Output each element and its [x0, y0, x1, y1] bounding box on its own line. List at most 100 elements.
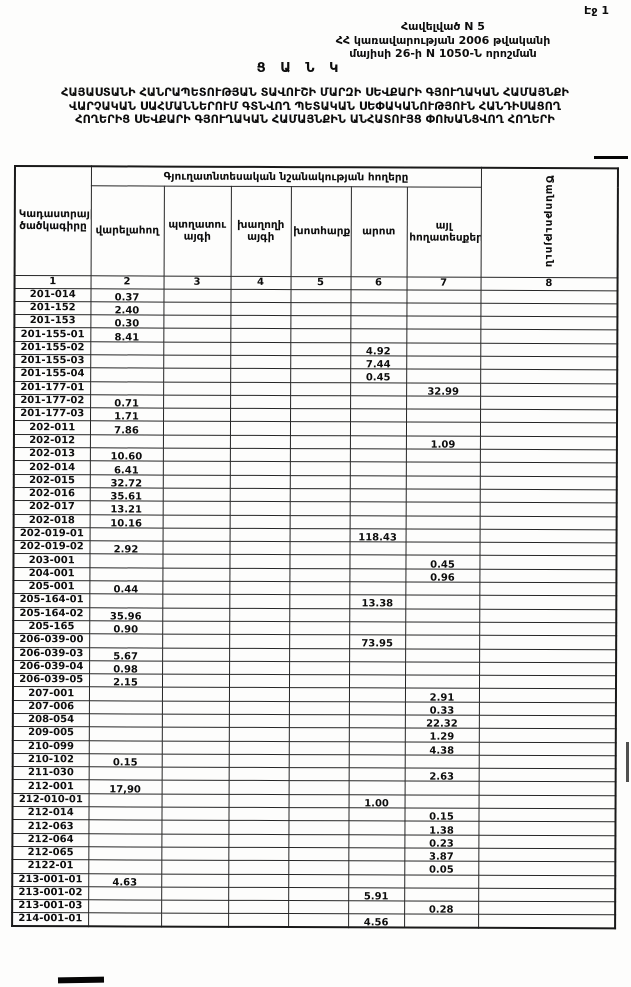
cell-value — [229, 541, 290, 555]
cell-value — [230, 315, 291, 329]
cell-value — [288, 887, 349, 901]
cell-note — [479, 489, 617, 504]
cell-value: 0.71 — [90, 394, 164, 409]
cell-value — [228, 807, 289, 821]
cell-code: 2122-01 — [12, 859, 89, 874]
cell-value — [229, 661, 290, 675]
cell-note — [478, 834, 616, 849]
cell-value: 0.45 — [350, 369, 407, 383]
cell-value: 0.30 — [90, 314, 164, 329]
cell-value — [349, 488, 406, 503]
cell-code: 209-005 — [12, 726, 89, 741]
cell-value — [88, 727, 162, 741]
cell-code: 203-001 — [13, 553, 90, 568]
cell-value — [349, 661, 406, 676]
cell-value — [350, 315, 407, 330]
cell-value — [290, 408, 351, 423]
cell-value — [229, 435, 290, 449]
cell-code: 207-001 — [12, 686, 89, 701]
subtitle-line: ՀՈՂԵՐԻՑ ՍԵՎՔԱՐԻ ԳՅՈՒՂԱԿԱՆ ՀԱՄԱՅՆՔԻՆ ԱՆՀԱ… — [75, 113, 555, 127]
cell-code: 212-064 — [12, 833, 89, 847]
cell-value — [289, 661, 350, 675]
cell-code: 201-155-01 — [14, 327, 91, 342]
cell-note — [479, 675, 617, 690]
cell-value — [163, 288, 231, 303]
cell-value — [88, 806, 162, 821]
cell-value — [349, 555, 406, 569]
cell-value — [161, 847, 229, 861]
cell-value — [289, 594, 350, 609]
cell-value — [404, 781, 479, 796]
cell-code: 204-001 — [13, 567, 90, 581]
cell-value — [230, 302, 291, 316]
cell-note — [478, 755, 616, 770]
cell-value — [230, 342, 291, 356]
cell-value — [348, 754, 405, 769]
cell-value: 0.98 — [89, 660, 163, 675]
note-column-header-label: Ծանոթություն — [542, 174, 556, 268]
cell-value — [348, 834, 405, 848]
cell-value — [228, 727, 289, 742]
cell-value — [405, 595, 480, 609]
cell-value — [289, 581, 350, 596]
cell-value — [288, 701, 349, 715]
cell-value — [406, 302, 481, 317]
cell-value: 2.92 — [89, 540, 163, 555]
cell-value — [288, 900, 349, 915]
cell-value — [289, 515, 350, 529]
cell-value — [163, 368, 231, 382]
cell-value: 7.86 — [89, 421, 164, 435]
cell-note — [478, 808, 616, 823]
cell-value — [349, 422, 407, 436]
cell-value — [162, 634, 230, 648]
cell-value — [228, 740, 289, 755]
cell-note — [480, 396, 618, 410]
cell-value — [288, 714, 349, 729]
cell-value: 2.40 — [90, 301, 164, 316]
cell-note — [478, 874, 616, 889]
cell-value — [163, 328, 231, 343]
cell-code: 212-010-01 — [12, 793, 89, 807]
cell-note — [479, 529, 617, 543]
cell-note — [480, 303, 618, 317]
cell-value — [406, 395, 481, 410]
cell-value — [228, 820, 289, 835]
document-subtitle: ՀԱՅԱՍՏԱՆԻ ՀԱՆՐԱՊԵՏՈՒԹՅԱՆ ՏԱՎՈՒՇԻ ՄԱՐԶԻ Ս… — [8, 86, 622, 127]
cell-code: 201-155-04 — [14, 367, 91, 382]
group-column-header: Գյուղատնտեսական նշանակության հողերը — [90, 166, 482, 187]
cell-note — [478, 768, 616, 783]
cell-code: 202-015 — [13, 474, 90, 488]
cell-note — [479, 436, 618, 450]
cell-note — [479, 662, 617, 676]
cell-note — [479, 569, 617, 583]
cell-note — [479, 515, 617, 530]
cell-value — [163, 355, 231, 369]
cell-value — [405, 608, 480, 623]
cell-value — [88, 793, 162, 808]
cell-value — [229, 594, 290, 609]
cell-value — [230, 328, 291, 343]
cell-value — [349, 541, 406, 556]
cell-value — [348, 674, 406, 689]
cell-value — [161, 687, 229, 702]
cell-value — [406, 409, 481, 423]
cell-value: 10.60 — [89, 447, 163, 462]
cell-value — [406, 369, 481, 383]
cell-note — [480, 342, 618, 357]
cell-value — [161, 767, 229, 781]
cell-code: 210-099 — [12, 740, 89, 754]
cell-note — [478, 741, 616, 756]
column-number: 3 — [163, 275, 231, 289]
cell-note — [479, 608, 617, 623]
cell-value — [290, 368, 351, 383]
cell-value — [348, 767, 405, 782]
cell-value — [229, 448, 290, 462]
cell-value — [161, 740, 229, 755]
note-column-header: Ծանոթություն — [480, 167, 619, 278]
cell-value — [405, 515, 480, 530]
cell-value — [89, 594, 163, 608]
subtitle-line: ՀԱՅԱՍՏԱՆԻ ՀԱՆՐԱՊԵՏՈՒԹՅԱՆ ՏԱՎՈՒՇԻ ՄԱՐԶԻ Ս… — [61, 86, 569, 99]
cell-value: 1.29 — [404, 728, 479, 742]
cell-value — [161, 727, 229, 741]
cell-value — [229, 421, 291, 436]
